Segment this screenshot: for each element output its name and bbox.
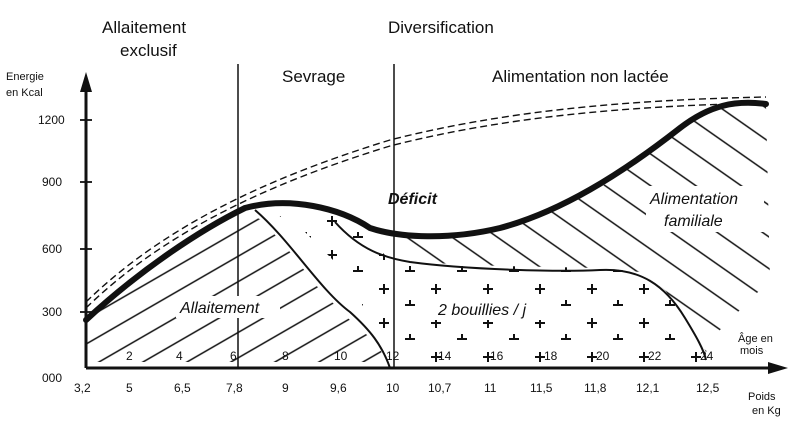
y-tick-label: 900 <box>42 175 62 189</box>
y-tick-label: 600 <box>42 242 62 256</box>
x-age-tick: 2 <box>126 349 133 363</box>
intake-curve <box>83 99 769 323</box>
y-axis-label-line2: en Kcal <box>6 87 43 99</box>
phase-sevrage: Sevrage <box>282 67 345 86</box>
label-bg <box>646 186 764 232</box>
x-weight-tick: 7,8 <box>226 381 243 395</box>
label-bg <box>434 298 550 320</box>
x-age-tick: 24 <box>700 349 714 363</box>
x-age-tick: 18 <box>544 349 558 363</box>
x-weight-tick: 5 <box>126 381 133 395</box>
zone-deficit: Déficit <box>388 191 438 208</box>
phase-alimentation-non-lactee: Alimentation non lactée <box>492 67 669 86</box>
x-age-tick: 6 <box>230 349 237 363</box>
x-weight-tick: 11,5 <box>530 381 553 395</box>
y-tick-label: 1200 <box>38 113 65 127</box>
x-weight-tick: 12,1 <box>636 381 660 395</box>
milk-curve <box>254 209 391 369</box>
x-weight-tick: 10 <box>386 381 400 395</box>
weight-axis-label-line1: Poids <box>748 391 776 403</box>
x-age-tick: 14 <box>438 349 452 363</box>
x-weight-tick: 3,2 <box>74 381 91 395</box>
x-age-tick: 4 <box>176 349 183 363</box>
y-tick-label: 300 <box>42 305 62 319</box>
x-weight-tick: 11,8 <box>584 381 607 395</box>
allaitement-zone <box>86 210 388 362</box>
age-axis-label-line1: Âge en <box>738 332 773 345</box>
y-axis-arrow <box>80 72 92 92</box>
needs-curve-upper <box>85 96 767 303</box>
x-age-tick: 10 <box>334 349 348 363</box>
zone-bouillies: 2 bouillies / j <box>437 302 526 319</box>
bouillie-curve <box>334 221 707 361</box>
x-axis-arrow <box>768 362 788 374</box>
phase-allaitement-line1: Allaitement <box>102 18 186 37</box>
x-weight-tick: 12,5 <box>696 381 720 395</box>
x-weight-tick: 9,6 <box>330 381 347 395</box>
phase-allaitement-line2: exclusif <box>120 41 177 60</box>
x-weight-tick: 9 <box>282 381 289 395</box>
familiale-zone <box>385 102 770 352</box>
x-weight-tick: 6,5 <box>174 381 191 395</box>
bouillies-zone <box>270 206 706 362</box>
zone-allaitement: Allaitement <box>179 300 260 317</box>
x-weight-ticks: 3,2 5 6,5 7,8 9 9,6 10 10,7 11 11,5 11,8… <box>74 381 720 395</box>
x-age-tick: 20 <box>596 349 610 363</box>
age-axis-label-line2: mois <box>740 345 764 357</box>
phase-diversification: Diversification <box>388 18 494 37</box>
weight-axis-label-line2: en Kg <box>752 405 781 417</box>
zone-familiale-line1: Alimentation <box>649 191 738 208</box>
x-age-tick: 8 <box>282 349 289 363</box>
y-tick-label: 000 <box>42 371 62 385</box>
x-age-tick: 22 <box>648 349 662 363</box>
y-axis-label-line1: Energie <box>6 71 44 83</box>
x-age-ticks: 2 4 6 8 10 12 14 16 18 20 22 24 <box>126 349 714 363</box>
zone-familiale-line2: familiale <box>664 213 723 230</box>
needs-curve-lower <box>85 102 767 309</box>
x-weight-tick: 10,7 <box>428 381 452 395</box>
label-bg <box>176 296 280 318</box>
x-age-tick: 12 <box>386 349 400 363</box>
y-ticks: 1200 900 600 300 000 <box>38 113 92 385</box>
x-age-tick: 16 <box>490 349 504 363</box>
x-weight-tick: 11 <box>484 381 497 395</box>
